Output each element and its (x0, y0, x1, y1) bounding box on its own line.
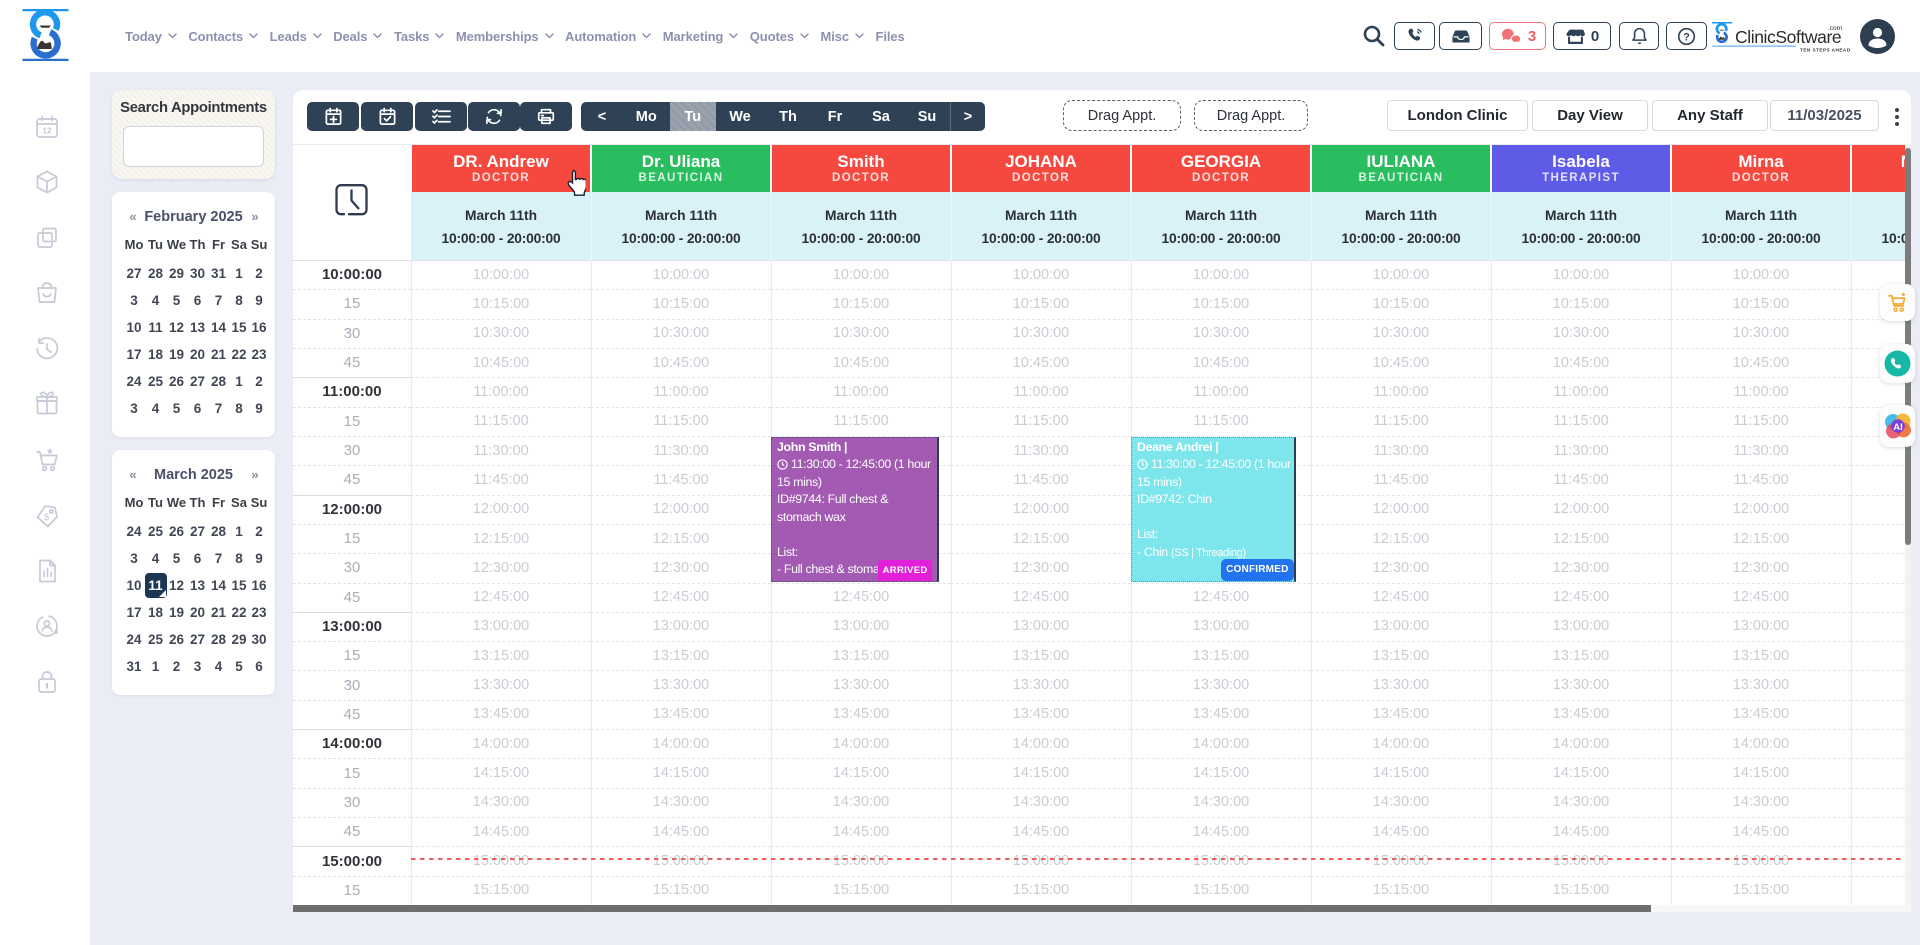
svg-text:.com: .com (1828, 25, 1842, 32)
svg-text:ClinicSoftware: ClinicSoftware (1735, 27, 1841, 47)
svg-text:AI: AI (1893, 422, 1903, 433)
svg-text:12: 12 (43, 127, 52, 136)
svg-text:TEN STEPS AHEAD: TEN STEPS AHEAD (1800, 47, 1851, 52)
svg-text:?: ? (1683, 31, 1690, 43)
svg-text:$: $ (44, 512, 49, 522)
